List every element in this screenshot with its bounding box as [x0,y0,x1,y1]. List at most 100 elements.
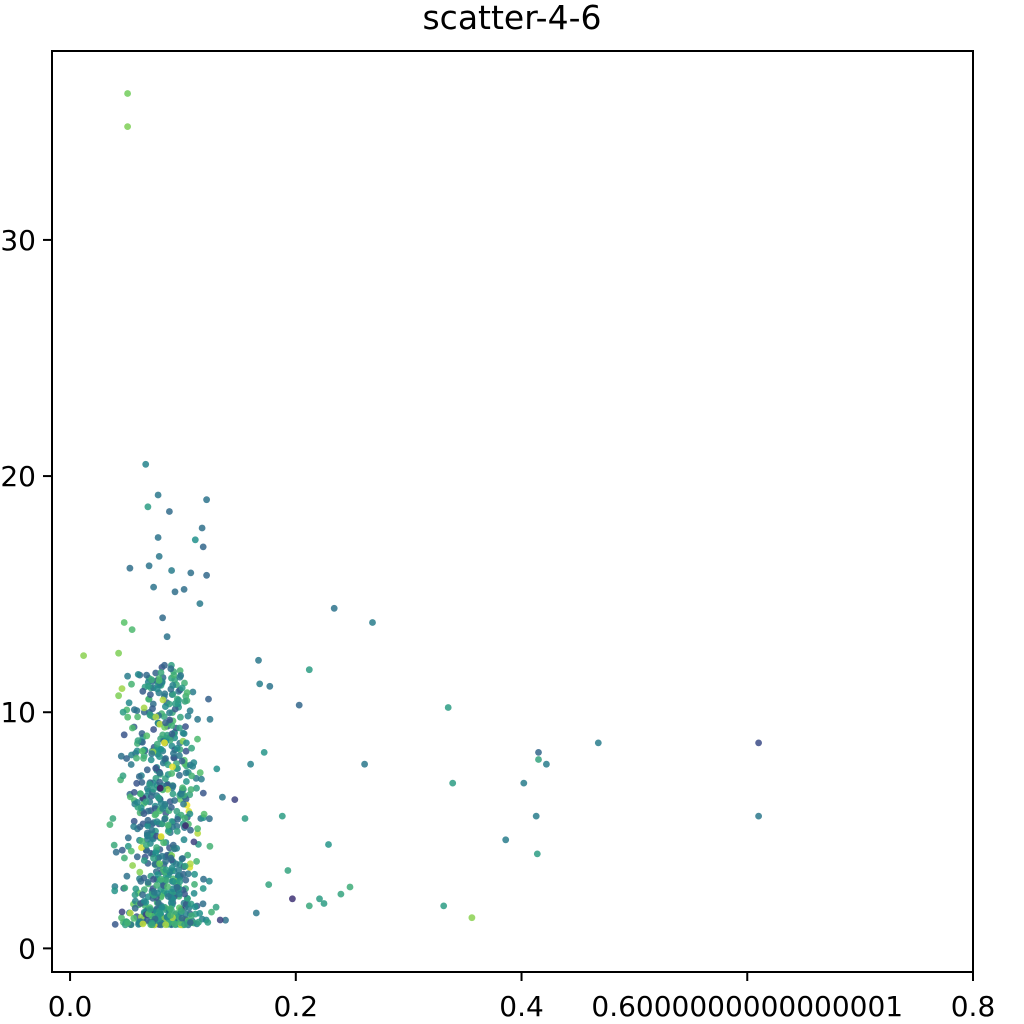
data-point [131,891,139,899]
data-point [169,790,177,798]
data-point [191,536,199,544]
data-point [163,633,171,641]
data-point [168,567,176,574]
y-tick-label: 0 [18,932,36,965]
data-point [115,649,122,657]
data-point [200,875,207,883]
y-tick-label: 20 [0,460,36,493]
data-point [140,754,147,762]
y-tick-label: 30 [0,224,36,257]
data-point [189,763,197,770]
data-point [180,800,187,808]
data-point [140,810,148,817]
data-point [168,906,175,914]
data-point [150,875,157,883]
data-point [161,739,168,747]
data-point [182,769,190,777]
data-point [191,903,199,911]
chart-title: scatter-4-6 [422,0,601,37]
data-point [139,687,147,695]
data-point [206,815,213,823]
data-point [278,812,286,820]
data-point [183,778,190,785]
data-point [183,739,190,747]
data-point [181,814,189,822]
data-point [127,761,135,768]
data-point [161,815,169,823]
data-point [171,588,179,596]
data-point [162,877,170,884]
data-point [194,830,202,837]
data-point [222,916,229,924]
data-point [150,583,158,591]
data-point [136,868,144,876]
data-point [124,713,132,721]
data-point [196,769,204,777]
data-point [146,711,154,718]
data-point [535,749,542,756]
data-point [532,812,540,820]
data-point [247,760,255,768]
data-point [175,890,183,898]
data-point [186,860,194,868]
data-point [143,732,151,740]
data-point [204,919,212,926]
data-point [440,902,448,910]
data-point [153,818,161,826]
data-point [169,763,176,771]
data-point [167,665,175,673]
data-point [160,839,168,847]
data-point [260,749,268,756]
data-point [133,707,141,714]
data-point [266,682,274,690]
data-point [199,885,207,892]
data-point [133,799,141,806]
x-tick-label: 0.4 [499,990,544,1023]
data-point [535,756,542,763]
data-point [115,692,122,700]
data-point [193,858,201,865]
data-point [520,779,528,787]
data-point [337,890,345,898]
data-point [144,503,152,511]
data-point [134,737,142,744]
data-point [121,884,129,892]
data-point [316,895,323,903]
data-point [295,701,303,709]
data-point [194,825,202,833]
data-point [168,770,176,777]
data-point [216,916,224,924]
data-point [289,895,296,903]
data-point [346,883,354,891]
data-point [157,910,165,917]
data-point [144,822,152,830]
data-point [152,810,160,818]
data-point [265,881,273,888]
data-point [171,920,178,928]
data-point [128,626,136,633]
data-point [138,747,146,755]
data-point [130,817,138,825]
data-point [206,715,214,723]
points-layer [80,90,762,929]
data-point [143,841,150,849]
data-point [178,757,186,765]
data-point [155,677,163,684]
data-point [150,854,157,862]
data-point [187,826,194,834]
data-point [135,773,143,780]
data-point [153,685,161,693]
data-point [755,739,762,747]
data-point [146,780,154,788]
data-point [255,656,262,664]
data-point [187,919,194,926]
data-point [159,614,167,622]
data-point [193,784,200,792]
data-point [213,765,221,773]
data-point [219,793,226,801]
data-point [184,851,192,859]
data-point [179,729,187,737]
data-point [119,708,127,716]
data-point [231,796,239,803]
data-point [158,904,166,911]
